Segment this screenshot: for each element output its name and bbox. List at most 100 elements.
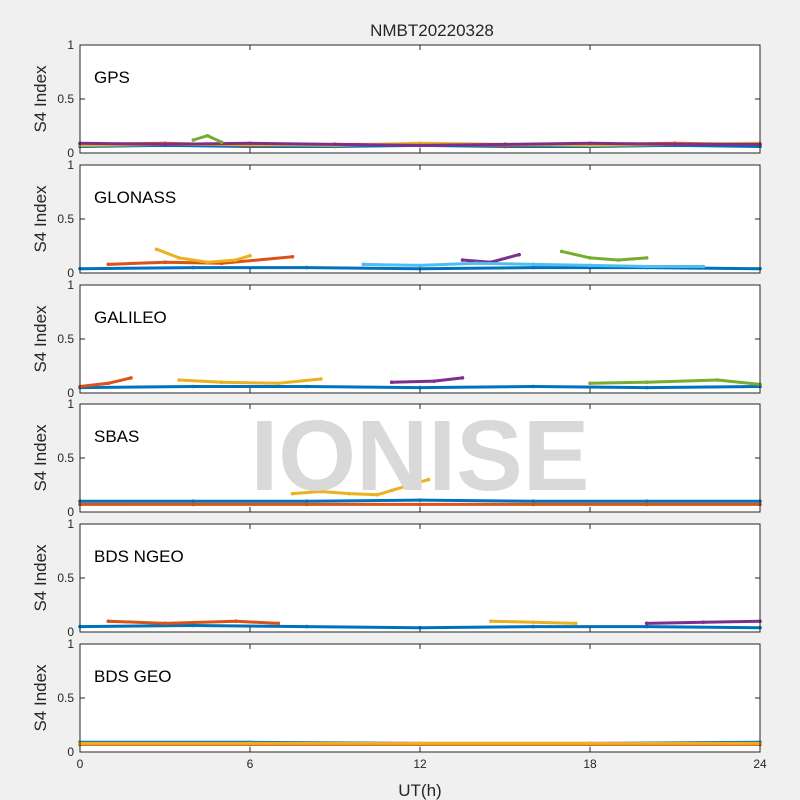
data-point [304, 499, 309, 504]
watermark: IONISE [251, 400, 590, 512]
data-point [319, 377, 323, 381]
data-point [234, 619, 238, 623]
data-point [588, 141, 592, 146]
data-point [389, 380, 394, 385]
y-tick-label: 1 [67, 637, 74, 651]
data-point [163, 142, 167, 147]
data-point [290, 254, 295, 259]
data-point [319, 489, 323, 494]
data-point [191, 384, 196, 389]
data-point [588, 741, 592, 746]
series-line [106, 619, 280, 625]
data-point [418, 263, 422, 268]
y-tick-label: 0.5 [57, 571, 74, 585]
data-point [460, 258, 465, 262]
data-point [347, 491, 351, 496]
panel-label: GPS [94, 68, 130, 87]
data-point [177, 378, 181, 382]
panel-background [80, 404, 760, 512]
y-axis-label: S4 Index [31, 424, 50, 492]
panel-label: GLONASS [94, 188, 176, 207]
data-point [219, 380, 224, 385]
data-point [644, 499, 649, 504]
data-point [106, 381, 111, 386]
series-line [106, 255, 294, 266]
data-point [644, 256, 649, 260]
y-tick-label: 0 [67, 146, 74, 160]
panel-sbas: 0 0.5 1 S4 Index SBAS [31, 397, 762, 519]
data-point [531, 265, 536, 270]
data-point [644, 502, 649, 507]
y-tick-label: 0.5 [57, 212, 74, 226]
data-point [191, 502, 196, 507]
panel-background [80, 524, 760, 632]
y-tick-label: 1 [67, 517, 74, 531]
y-tick-label: 0 [67, 745, 74, 759]
panel-background [80, 165, 760, 273]
data-point [191, 265, 196, 270]
data-point [205, 133, 210, 138]
data-point [474, 261, 479, 266]
data-point [426, 477, 431, 482]
panel-label: GALILEO [94, 308, 167, 327]
data-point [673, 142, 677, 147]
data-point [531, 499, 536, 504]
data-point [531, 502, 536, 507]
data-point [290, 491, 295, 496]
data-point [644, 380, 649, 385]
data-point [432, 379, 436, 383]
series-line [560, 249, 649, 262]
data-point [163, 260, 167, 265]
data-point [588, 263, 592, 268]
data-point [248, 741, 252, 746]
x-tick-label: 12 [413, 757, 427, 771]
y-tick-label: 0 [67, 505, 74, 519]
panel-label: BDS GEO [94, 667, 171, 686]
data-point [333, 142, 337, 147]
data-point [154, 247, 159, 252]
data-point [644, 624, 649, 629]
data-point [701, 620, 706, 625]
data-point [701, 264, 706, 269]
y-tick-label: 1 [67, 397, 74, 411]
data-point [304, 384, 309, 389]
data-point [489, 619, 493, 623]
data-point [574, 621, 578, 626]
panel-bds-geo: 0 6 12 18 24 0 0.5 1 S4 Index BDS GEO [31, 637, 767, 771]
x-tick-label: 18 [583, 757, 597, 771]
series-line [177, 377, 323, 385]
data-point [234, 258, 238, 262]
data-point [644, 385, 649, 390]
x-tick-label: 6 [247, 757, 254, 771]
data-point [304, 502, 309, 507]
data-point [389, 488, 394, 493]
series-line [588, 378, 762, 386]
panel-background [80, 45, 760, 153]
data-point [418, 741, 422, 746]
x-tick-label: 0 [77, 757, 84, 771]
y-tick-label: 1 [67, 38, 74, 52]
y-tick-label: 0.5 [57, 332, 74, 346]
series-line [291, 478, 430, 497]
y-axis-label: S4 Index [31, 664, 50, 732]
data-point [304, 265, 309, 270]
panel-label: BDS NGEO [94, 547, 184, 566]
figure-title: NMBT20220328 [370, 21, 494, 40]
data-point [418, 502, 422, 507]
data-point [248, 253, 252, 258]
data-point [418, 143, 422, 148]
y-axis-label: S4 Index [31, 544, 50, 612]
data-point [616, 258, 621, 262]
data-point [129, 376, 133, 380]
data-point [503, 142, 507, 147]
y-tick-label: 1 [67, 278, 74, 292]
data-point [460, 376, 465, 380]
data-point [588, 256, 592, 260]
data-point [644, 264, 649, 269]
y-tick-label: 0 [67, 386, 74, 400]
data-point [375, 492, 380, 497]
data-point [361, 262, 366, 267]
panel-galileo: 0 0.5 1 S4 Index GALILEO [31, 278, 762, 400]
data-point [304, 624, 309, 629]
